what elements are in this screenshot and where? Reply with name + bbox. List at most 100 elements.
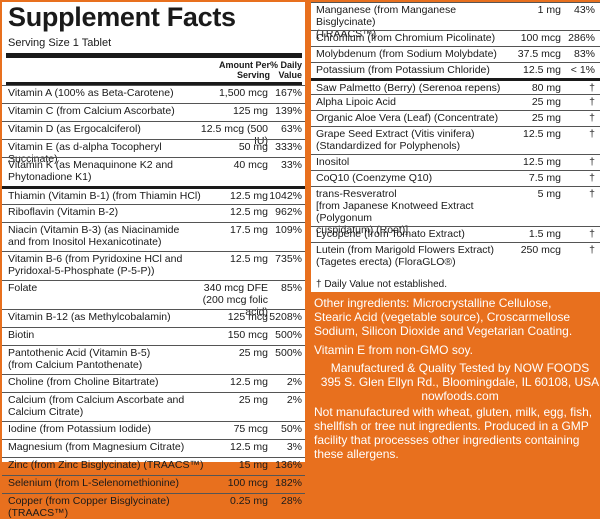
nutrient-name: Iodine (from Potassium Iodide) [8,423,151,435]
nutrient-daily-value: † [589,228,595,240]
nutrient-name: Organic Aloe Vera (Leaf) (Concentrate) [316,112,499,124]
nutrient-daily-value: 3% [286,441,302,453]
nutrient-amount: 125 mg [232,105,268,117]
table-row: Thiamin (Vitamin B-1) (from Thiamin HCl)… [2,186,305,204]
nutrient-daily-value: 1042% [269,190,302,202]
nutrient-daily-value: 182% [275,477,302,489]
amount-header: Amount Per Serving [218,60,270,80]
nutrient-name: Manganese (from Manganese Bisglycinate) … [316,4,457,40]
nutrient-amount: 25 mg [531,96,561,108]
nutrient-name: Zinc (from Zinc Bisglycinate) (TRAACS™) [8,459,204,471]
nutrient-amount: 12.5 mg [523,156,561,168]
nutrient-name: Vitamin B-12 (as Methylcobalamin) [8,311,171,323]
table-row: Zinc (from Zinc Bisglycinate) (TRAACS™) 1… [2,457,305,475]
nutrient-daily-value: 735% [275,253,302,265]
header-rule [6,82,302,85]
nutrient-name: Lutein (from Marigold Flowers Extract) (… [316,244,494,268]
allergen-statement: Not manufactured with wheat, gluten, mil… [314,405,593,461]
nutrient-daily-value: † [589,96,595,108]
nutrient-name: Vitamin B-6 (from Pyridoxine HCl and Pyr… [8,253,183,277]
table-row: Vitamin D (as Ergocalciferol) 12.5 mcg (5… [2,121,305,147]
table-row: Vitamin A (100% as Beta-Carotene) 1,500 m… [2,85,305,103]
nutrient-daily-value: 85% [280,282,302,294]
nutrient-amount: 1.5 mg [528,228,561,240]
nutrient-amount: 40 mcg [233,159,268,171]
nutrient-daily-value: † [589,188,595,200]
nutrient-daily-value: 139% [275,105,302,117]
nutrient-name: Molybdenum (from Sodium Molybdate) [316,48,497,60]
nutrient-amount: 12.5 mg [230,206,268,218]
nutrient-amount: 25 mg [531,112,561,124]
nutrient-daily-value: 83% [573,48,595,60]
nutrient-amount: 100 mcg [227,477,268,489]
supplement-facts-panel: Supplement Facts Serving Size 1 Tablet A… [2,2,305,519]
nutrient-amount: 37.5 mcg [517,48,561,60]
table-row: Choline (from Choline Bitartrate) 12.5 mg… [2,374,305,392]
nutrient-amount: 1,500 mcg [218,87,268,99]
nutrient-amount: 12.5 mg [230,376,268,388]
nutrient-daily-value: 167% [275,87,302,99]
table-row: Vitamin B-12 (as Methylcobalamin) 125 mcg… [2,309,305,327]
table-row: Alpha Lipoic Acid 25 mg † [311,94,600,110]
vitamin-e-note: Vitamin E from non-GMO soy. [314,343,473,357]
table-row: Potassium (from Potassium Chloride) 12.5 … [311,62,600,78]
nutrient-amount: 80 mg [531,82,561,94]
nutrient-amount: 12.5 mg [230,190,268,202]
nutrient-daily-value: 28% [280,495,302,507]
nutrient-name: Riboflavin (Vitamin B-2) [8,206,119,218]
nutrient-name: Grape Seed Extract (Vitis vinifera) (Sta… [316,128,475,152]
nutrient-daily-value: < 1% [570,64,595,76]
table-row: Riboflavin (Vitamin B-2) 12.5 mg 962% [2,204,305,222]
manufacturer-info: Manufactured & Quality Tested by NOW FOO… [320,361,600,403]
nutrient-daily-value: 286% [568,32,595,44]
table-row: Folate 340 mcg DFE (200 mcg folic acid) 85… [2,280,305,318]
table-row: Grape Seed Extract (Vitis vinifera) (Sta… [311,126,600,154]
table-row: Lycopene (from Tomato Extract) 1.5 mg † [311,226,600,242]
serving-size: Serving Size 1 Tablet [8,37,112,49]
nutrient-name: Vitamin K (as Menaquinone K2 and Phytona… [8,159,173,183]
nutrient-name: Chromium (from Chromium Picolinate) [316,32,496,44]
nutrient-name: Thiamin (Vitamin B-1) (from Thiamin HCl) [8,190,201,202]
nutrient-amount: 12.5 mcg (500 IU) [200,123,268,147]
nutrient-name: Selenium (from L-Selenomethionine) [8,477,179,489]
table-row: CoQ10 (Coenzyme Q10) 7.5 mg † [311,170,600,186]
nutrient-amount: 50 mg [238,141,268,153]
table-row: Selenium (from L-Selenomethionine) 100 mc… [2,475,305,493]
nutrient-amount: 12.5 mg [523,128,561,140]
nutrient-name: Potassium (from Potassium Chloride) [316,64,490,76]
table-row: Manganese (from Manganese Bisglycinate) … [311,2,600,40]
nutrient-amount: 75 mcg [233,423,268,435]
panel-title: Supplement Facts [8,2,236,32]
daily-value-header: % Daily Value [270,60,303,80]
nutrient-name: Choline (from Choline Bitartrate) [8,376,159,388]
table-row: Saw Palmetto (Berry) (Serenoa repens) 80 … [311,78,600,94]
nutrient-name: Folate [8,282,38,294]
table-row: Molybdenum (from Sodium Molybdate) 37.5 m… [311,46,600,62]
nutrient-daily-value: † [589,82,595,94]
nutrient-daily-value: 333% [275,141,302,153]
table-row: Biotin 150 mcg 500% [2,327,305,345]
nutrient-daily-value: 50% [280,423,302,435]
footnote: † Daily Value not established. [316,279,448,290]
table-row: Vitamin K (as Menaquinone K2 and Phytona… [2,157,305,186]
table-row: Niacin (Vitamin B-3) (as Niacinamide and… [2,222,305,251]
table-row: Vitamin B-6 (from Pyridoxine HCl and Pyr… [2,251,305,280]
nutrient-name: Lycopene (from Tomato Extract) [316,228,465,240]
table-row: Calcium (from Calcium Ascorbate and Calc… [2,392,305,421]
nutrient-amount: 1 mg [537,4,561,16]
nutrient-name: Vitamin E (as d-alpha Tocopheryl Succina… [8,141,162,165]
nutrient-amount: 150 mcg [227,329,268,341]
nutrient-daily-value: 2% [286,394,302,406]
nutrient-name: Vitamin A (100% as Beta-Carotene) [8,87,174,99]
table-row: Copper (from Copper Bisglycinate) (TRAAC… [2,493,305,519]
table-row: Inositol 12.5 mg † [311,154,600,170]
nutrient-daily-value: 136% [275,459,302,471]
nutrient-daily-value: † [589,172,595,184]
nutrient-daily-value: † [589,156,595,168]
table-row: Magnesium (from Magnesium Citrate) 12.5 m… [2,439,305,457]
nutrient-name: CoQ10 (Coenzyme Q10) [316,172,433,184]
nutrient-amount: 12.5 mg [523,64,561,76]
nutrient-name: Biotin [8,329,35,341]
nutrient-name: trans-Resveratrol [from Japanese Knotwee… [316,188,474,236]
